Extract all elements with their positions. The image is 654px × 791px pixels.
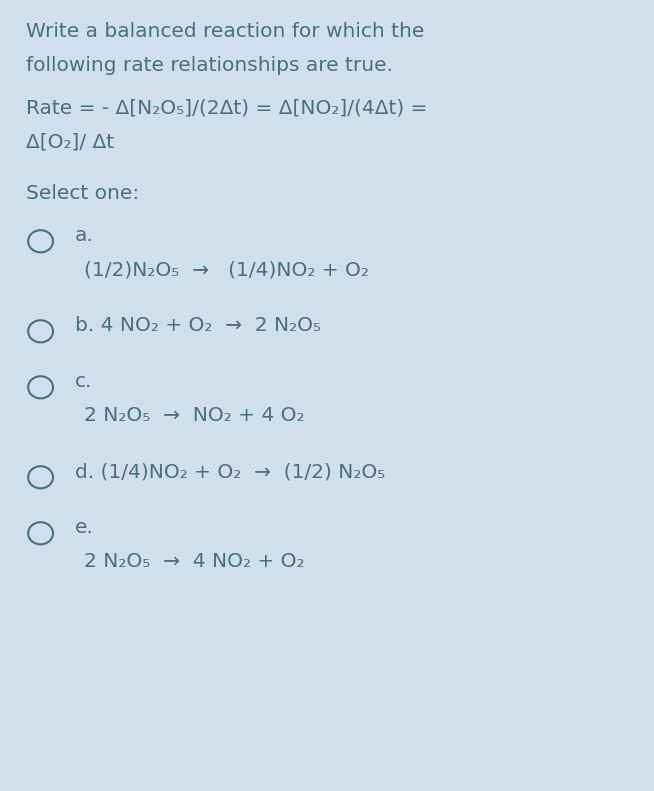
- Text: Δ[O₂]/ Δt: Δ[O₂]/ Δt: [26, 132, 114, 151]
- Text: Rate = - Δ[N₂O₅]/(2Δt) = Δ[NO₂]/(4Δt) =: Rate = - Δ[N₂O₅]/(2Δt) = Δ[NO₂]/(4Δt) =: [26, 98, 428, 117]
- Text: Select one:: Select one:: [26, 184, 139, 203]
- Text: 2 N₂O₅  →  4 NO₂ + O₂: 2 N₂O₅ → 4 NO₂ + O₂: [84, 552, 304, 571]
- Text: c.: c.: [75, 372, 93, 391]
- Text: b. 4 NO₂ + O₂  →  2 N₂O₅: b. 4 NO₂ + O₂ → 2 N₂O₅: [75, 316, 321, 335]
- Text: 2 N₂O₅  →  NO₂ + 4 O₂: 2 N₂O₅ → NO₂ + 4 O₂: [84, 406, 304, 425]
- Text: following rate relationships are true.: following rate relationships are true.: [26, 56, 393, 75]
- Text: (1/2)N₂O₅  →   (1/4)NO₂ + O₂: (1/2)N₂O₅ → (1/4)NO₂ + O₂: [84, 260, 368, 279]
- Text: Write a balanced reaction for which the: Write a balanced reaction for which the: [26, 22, 424, 41]
- Text: e.: e.: [75, 518, 94, 537]
- Text: a.: a.: [75, 226, 94, 245]
- Text: d. (1/4)NO₂ + O₂  →  (1/2) N₂O₅: d. (1/4)NO₂ + O₂ → (1/2) N₂O₅: [75, 462, 386, 481]
